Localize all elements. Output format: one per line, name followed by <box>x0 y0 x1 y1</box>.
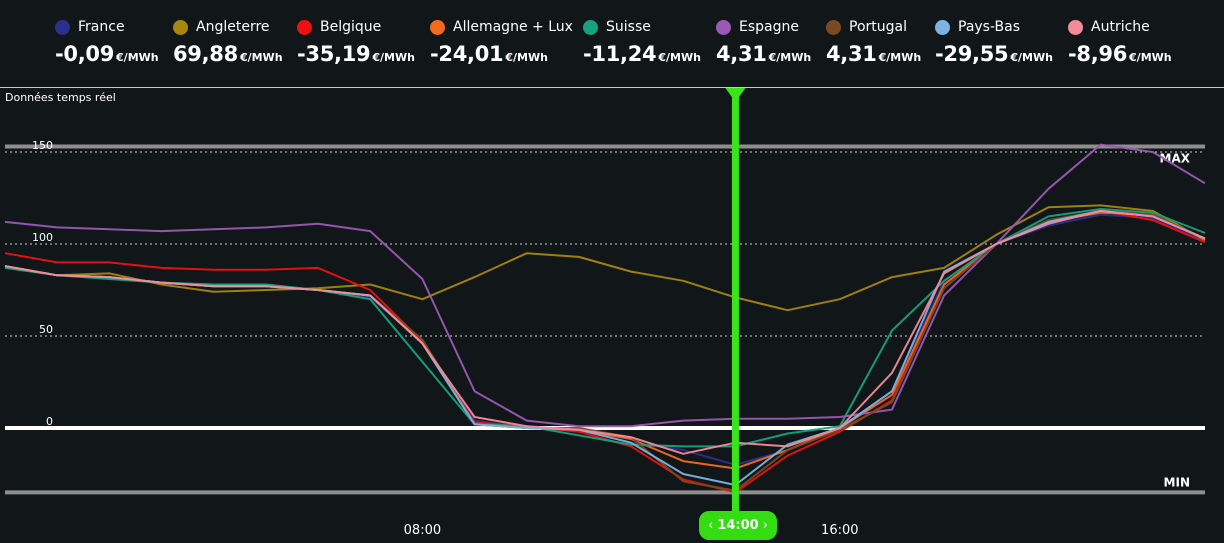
legend-item[interactable]: Portugal 4,31 €/MWh <box>826 16 921 66</box>
series-line-suisse <box>4 208 1206 448</box>
legend-country-name: France <box>78 19 125 35</box>
legend-item[interactable]: Suisse -11,24 €/MWh <box>583 16 701 66</box>
legend-item[interactable]: Angleterre 69,88 €/MWh <box>173 16 283 66</box>
series-color-dot <box>583 19 598 35</box>
legend-price-value: -0,09 <box>55 42 115 66</box>
x-tick-label: 08:00 <box>404 523 441 538</box>
series-line-angleterre <box>4 204 1206 312</box>
legend-country-name: Portugal <box>849 19 907 35</box>
legend-country-name: Belgique <box>320 19 382 35</box>
legend-price-unit: €/MWh <box>1010 51 1053 64</box>
y-tick-label: 50 <box>39 323 53 336</box>
legend: France -0,09 €/MWh Angleterre 69,88 €/MWh Belg… <box>0 0 1224 87</box>
legend-item[interactable]: Pays-Bas -29,55 €/MWh <box>935 16 1053 66</box>
legend-price-unit: €/MWh <box>1129 51 1172 64</box>
legend-country-name: Autriche <box>1091 19 1150 35</box>
series-color-dot <box>55 19 70 35</box>
series-color-dot <box>1068 19 1083 35</box>
series-line-portugal <box>4 209 1206 492</box>
chevron-right-icon[interactable]: › <box>762 518 768 533</box>
series-line-autriche <box>4 209 1206 455</box>
legend-price-unit: €/MWh <box>505 51 548 64</box>
legend-divider <box>0 87 1224 88</box>
series-color-dot <box>935 19 950 35</box>
y-tick-label: 150 <box>32 139 53 152</box>
legend-price-unit: €/MWh <box>372 51 415 64</box>
legend-item[interactable]: Autriche -8,96 €/MWh <box>1068 16 1172 66</box>
y-tick-label: 0 <box>46 415 53 428</box>
legend-price-value: -11,24 <box>583 42 657 66</box>
legend-item[interactable]: Allemagne + Lux -24,01 €/MWh <box>430 16 573 66</box>
selected-time-label: 14:00 <box>717 518 759 533</box>
legend-price-unit: €/MWh <box>768 51 812 64</box>
legend-item[interactable]: Espagne 4,31 €/MWh <box>716 16 811 66</box>
legend-price-unit: €/MWh <box>239 51 283 64</box>
legend-item[interactable]: Belgique -35,19 €/MWh <box>297 16 415 66</box>
series-color-dot <box>297 19 312 35</box>
min-label: MIN <box>1164 475 1190 489</box>
legend-item[interactable]: France -0,09 €/MWh <box>55 16 159 66</box>
legend-country-name: Espagne <box>739 19 799 35</box>
legend-price-value: 4,31 <box>826 42 877 66</box>
series-color-dot <box>716 19 731 35</box>
legend-price-unit: €/MWh <box>878 51 922 64</box>
legend-price-value: -29,55 <box>935 42 1009 66</box>
legend-country-name: Allemagne + Lux <box>453 19 573 35</box>
time-selector-button[interactable]: ‹ 14:00 › <box>699 511 777 540</box>
legend-country-name: Angleterre <box>196 19 270 35</box>
series-color-dot <box>173 19 188 35</box>
series-color-dot <box>430 19 445 35</box>
legend-price-value: -24,01 <box>430 42 504 66</box>
legend-price-value: 69,88 <box>173 42 238 66</box>
series-line-espagne <box>4 143 1206 428</box>
legend-price-value: -35,19 <box>297 42 371 66</box>
series-line-allemagne-lux <box>4 211 1206 470</box>
legend-price-value: -8,96 <box>1068 42 1128 66</box>
price-chart[interactable]: 0 50 100 150 MAX MIN 08:00 16:00 <box>0 88 1224 543</box>
x-tick-label: 16:00 <box>821 523 858 538</box>
legend-country-name: Suisse <box>606 19 651 35</box>
legend-country-name: Pays-Bas <box>958 19 1021 35</box>
legend-price-value: 4,31 <box>716 42 767 66</box>
max-label: MAX <box>1160 151 1191 165</box>
series-line-pays-bas <box>4 209 1206 486</box>
legend-price-unit: €/MWh <box>658 51 701 64</box>
y-tick-label: 100 <box>32 231 53 244</box>
legend-price-unit: €/MWh <box>116 51 159 64</box>
series-color-dot <box>826 19 841 35</box>
series-line-belgique <box>4 209 1206 494</box>
time-marker-handle-icon[interactable] <box>725 88 746 102</box>
realtime-label: Données temps réel <box>5 91 116 104</box>
chevron-left-icon[interactable]: ‹ <box>708 518 714 533</box>
